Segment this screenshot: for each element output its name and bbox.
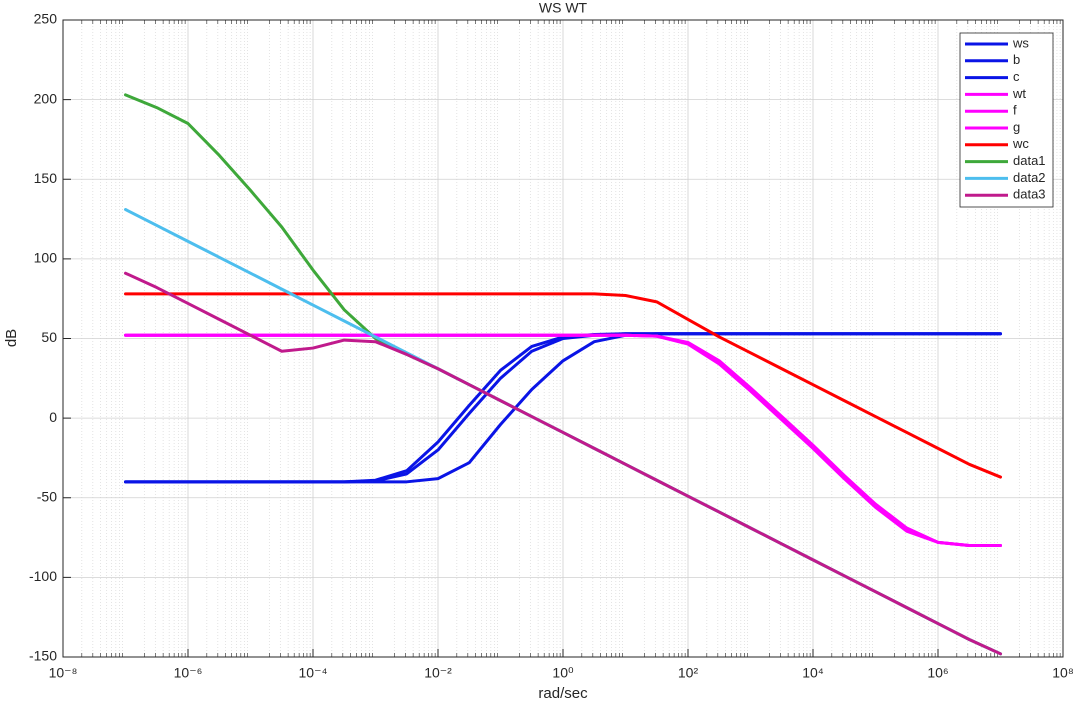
legend-label: g bbox=[1013, 119, 1020, 134]
x-tick-label: 10⁶ bbox=[927, 665, 948, 681]
axes-box bbox=[62, 19, 1064, 658]
x-tick-label: 10⁻⁶ bbox=[174, 665, 203, 681]
y-tick-label: 0 bbox=[49, 409, 57, 425]
x-tick-label: 10² bbox=[678, 665, 699, 681]
y-tick-label: -150 bbox=[29, 648, 57, 664]
y-tick-label: 200 bbox=[34, 90, 58, 106]
series-line bbox=[124, 292, 1002, 479]
legend-label: wt bbox=[1012, 86, 1026, 101]
series-line bbox=[124, 333, 1002, 548]
x-tick-label: 10⁻⁴ bbox=[299, 665, 328, 681]
y-tick-label: 100 bbox=[34, 250, 58, 266]
x-axis-label: rad/sec bbox=[538, 685, 588, 702]
y-tick-label: 50 bbox=[41, 329, 57, 345]
legend-label: c bbox=[1013, 69, 1020, 84]
x-tick-label: 10⁻⁸ bbox=[49, 665, 78, 681]
x-tick-label: 10⁰ bbox=[552, 665, 574, 681]
legend-label: b bbox=[1013, 52, 1020, 67]
y-axis-label: dB bbox=[3, 329, 20, 347]
legend-label: data3 bbox=[1013, 187, 1046, 202]
y-tick-label: 150 bbox=[34, 170, 58, 186]
x-tick-label: 10⁻² bbox=[424, 665, 452, 681]
chart-title: WS WT bbox=[539, 0, 588, 16]
legend-label: f bbox=[1013, 103, 1017, 118]
legend-label: ws bbox=[1012, 35, 1029, 50]
y-tick-label: 250 bbox=[34, 11, 58, 27]
x-tick-label: 10⁴ bbox=[802, 665, 824, 681]
legend-label: wc bbox=[1012, 136, 1029, 151]
x-tick-label: 10⁸ bbox=[1052, 665, 1074, 681]
legend-label: data1 bbox=[1013, 153, 1046, 168]
y-tick-label: -50 bbox=[37, 488, 57, 504]
y-tick-label: -100 bbox=[29, 568, 57, 584]
legend-label: data2 bbox=[1013, 170, 1046, 185]
series-line bbox=[124, 271, 1002, 656]
series-line bbox=[124, 332, 1002, 484]
